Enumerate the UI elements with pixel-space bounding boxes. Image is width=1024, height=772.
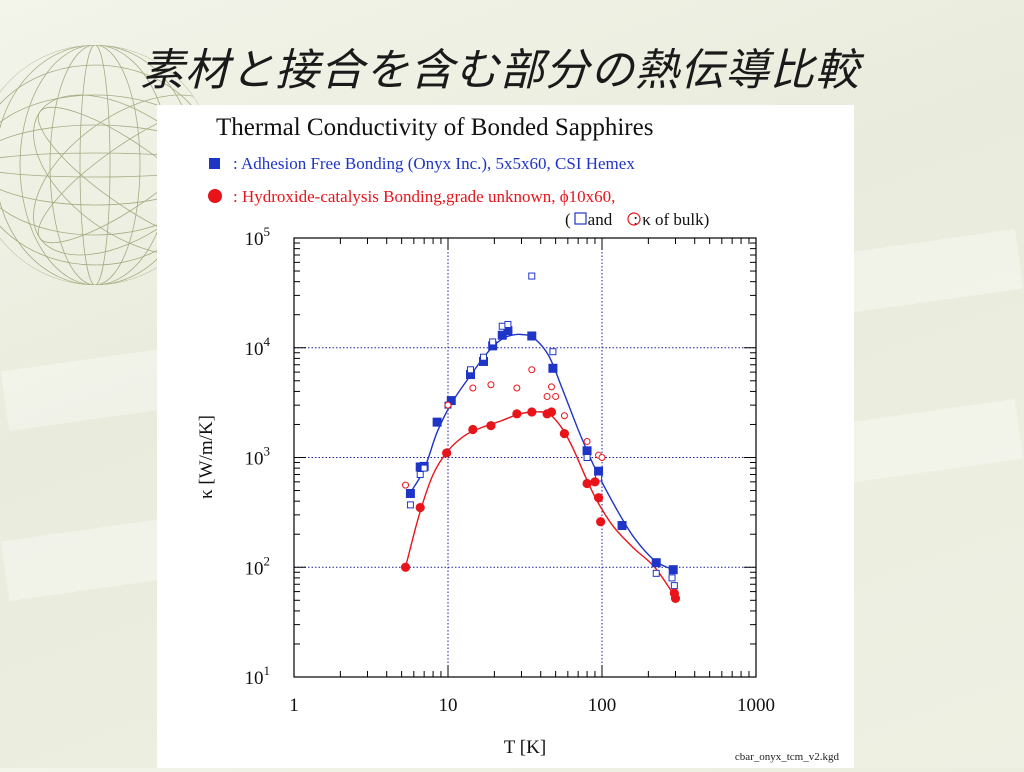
- data-point: [420, 464, 428, 472]
- data-point: [512, 409, 522, 419]
- data-point: [405, 488, 415, 498]
- y-axis-label: κ [W/m/K]: [196, 415, 217, 499]
- tick-labels: 1 10 100 1000 101 102 103 104 105: [245, 224, 776, 716]
- x-tick-label: 100: [588, 695, 617, 716]
- data-point: [543, 392, 551, 400]
- y-tick-label: 105: [245, 224, 271, 250]
- legend-entry-adhesion: : Adhesion Free Bonding (Onyx Inc.), 5x5…: [233, 154, 635, 173]
- data-points: [400, 272, 681, 604]
- legend-note-open: (: [565, 210, 571, 229]
- data-point: [590, 477, 600, 487]
- data-point: [593, 493, 604, 503]
- data-point: [487, 381, 495, 389]
- y-tick-exponent: 3: [264, 444, 271, 459]
- legend-marker-circle: [208, 189, 222, 203]
- data-point: [402, 481, 410, 489]
- data-point: [670, 582, 678, 590]
- x-tick-label: 1: [289, 695, 299, 716]
- data-point: [488, 341, 498, 351]
- data-point: [400, 562, 411, 572]
- data-point: [617, 521, 627, 531]
- data-point: [478, 356, 488, 366]
- data-point: [552, 392, 560, 400]
- data-point: [416, 471, 424, 479]
- slide-title: 素材と接合を含む部分の熱伝導比較: [140, 45, 860, 96]
- data-point: [468, 424, 478, 435]
- y-tick-label: 101: [245, 663, 271, 689]
- data-point: [670, 593, 681, 604]
- data-point: [582, 446, 592, 456]
- data-point: [442, 448, 452, 458]
- data-point: [652, 569, 660, 577]
- x-axis-label: T [K]: [504, 737, 546, 758]
- data-point: [444, 401, 452, 409]
- data-point: [415, 502, 425, 513]
- data-point: [504, 320, 512, 328]
- y-tick-exponent: 4: [264, 334, 271, 349]
- data-point: [583, 437, 591, 445]
- ticks: [293, 238, 756, 678]
- data-point: [446, 396, 456, 406]
- data-point: [466, 370, 476, 380]
- data-point: [598, 454, 606, 461]
- data-point: [560, 412, 568, 420]
- legend-note-rest: : κ of bulk): [633, 210, 709, 229]
- data-point: [651, 558, 661, 568]
- data-point: [549, 348, 557, 356]
- y-tick-label: 102: [245, 553, 271, 579]
- data-point: [498, 322, 506, 330]
- data-point: [469, 384, 477, 392]
- data-point: [432, 417, 442, 427]
- grid: [294, 238, 756, 677]
- data-point: [668, 574, 676, 582]
- fit-curves: [404, 333, 675, 597]
- data-point: [497, 330, 507, 340]
- data-point: [594, 466, 604, 476]
- legend-bulk-note: ( and : κ of bulk): [565, 210, 709, 229]
- data-point: [467, 366, 475, 374]
- legend-marker-square: [209, 158, 220, 169]
- data-point: [582, 478, 592, 489]
- data-point: [548, 383, 556, 391]
- legend-note-and: and: [588, 210, 613, 229]
- y-tick-exponent: 1: [264, 663, 271, 678]
- x-tick-label: 1000: [737, 695, 775, 716]
- chart-title: Thermal Conductivity of Bonded Sapphires: [216, 114, 653, 141]
- data-point: [479, 353, 487, 361]
- data-point: [583, 454, 591, 461]
- data-point: [668, 565, 678, 575]
- y-tick-exponent: 5: [264, 224, 271, 239]
- data-point: [528, 272, 536, 280]
- data-point: [527, 331, 537, 341]
- chart-panel: Thermal Conductivity of Bonded Sapphires…: [157, 105, 854, 768]
- y-tick-label: 103: [245, 444, 271, 470]
- x-tick-label: 10: [439, 695, 458, 716]
- y-tick-label: 104: [245, 334, 271, 360]
- legend-note-open-circle: [627, 212, 641, 226]
- data-point: [546, 407, 557, 417]
- data-point: [528, 366, 536, 374]
- data-point: [406, 501, 414, 509]
- data-point: [559, 429, 570, 439]
- data-point: [527, 407, 537, 417]
- data-point: [489, 338, 497, 346]
- file-label: cbar_onyx_tcm_v2.kgd: [735, 751, 840, 763]
- data-point: [548, 363, 558, 373]
- data-point: [513, 384, 521, 392]
- thermal-conductivity-chart: Thermal Conductivity of Bonded Sapphires…: [196, 114, 840, 763]
- data-point: [503, 326, 513, 336]
- data-point: [596, 517, 606, 527]
- y-tick-exponent: 2: [264, 553, 271, 568]
- legend-entry-hydroxide: : Hydroxide-catalysis Bonding,grade unkn…: [233, 187, 615, 206]
- fit-curve: [404, 411, 675, 597]
- legend-note-open-square: [574, 212, 587, 225]
- data-point: [486, 421, 496, 431]
